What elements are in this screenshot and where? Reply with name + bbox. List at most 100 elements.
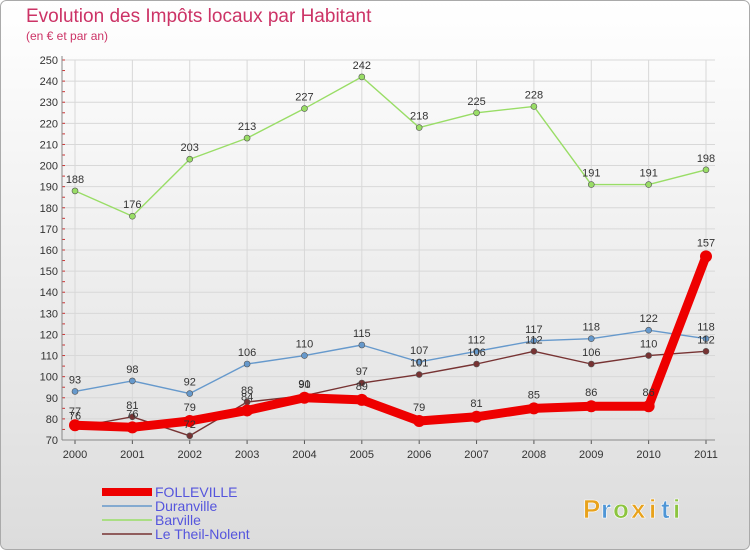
- data-point: [470, 410, 483, 423]
- data-label: 191: [582, 168, 600, 180]
- y-tick-label: 250: [40, 55, 58, 67]
- data-label: 218: [410, 111, 428, 123]
- data-point: [69, 419, 81, 432]
- data-label: 92: [184, 377, 196, 389]
- data-point: [129, 212, 136, 220]
- data-point: [585, 400, 598, 413]
- data-label: 81: [126, 400, 138, 412]
- y-tick-label: 230: [40, 97, 58, 109]
- data-point: [415, 371, 423, 378]
- data-label: 122: [639, 313, 657, 325]
- data-label: 85: [528, 389, 540, 401]
- data-label: 98: [126, 364, 138, 376]
- data-label: 118: [582, 322, 600, 334]
- data-label: 112: [697, 334, 715, 346]
- data-label: 106: [582, 347, 600, 359]
- data-label: 176: [123, 199, 141, 211]
- y-tick-label: 160: [40, 245, 58, 257]
- data-label: 79: [413, 402, 425, 414]
- data-label: 225: [467, 96, 485, 108]
- data-point: [415, 124, 423, 131]
- legend-label: Duranville: [155, 498, 217, 514]
- y-tick-label: 150: [40, 266, 58, 278]
- chart-subtitle: (en € et par an): [26, 29, 108, 43]
- x-tick-label: 2008: [522, 449, 546, 461]
- data-point: [702, 335, 710, 342]
- data-point: [587, 181, 595, 188]
- data-label: 198: [697, 153, 715, 165]
- data-label: 84: [241, 391, 253, 403]
- data-point: [413, 415, 426, 427]
- data-point: [530, 337, 538, 345]
- data-point: [298, 391, 311, 404]
- data-point: [355, 393, 368, 406]
- data-label: 76: [126, 408, 138, 420]
- data-label: 90: [298, 379, 310, 391]
- legend-label: Barville: [155, 512, 201, 528]
- y-tick-label: 240: [40, 76, 58, 88]
- data-point: [186, 432, 194, 440]
- series-line-le-theil-nolent: [74, 350, 707, 437]
- data-label: 89: [356, 381, 368, 393]
- data-point: [642, 400, 655, 413]
- data-label: 97: [356, 366, 368, 378]
- data-point: [700, 250, 712, 263]
- data-label: 213: [238, 121, 256, 133]
- data-label: 86: [585, 387, 597, 399]
- x-tick-label: 2009: [579, 449, 603, 461]
- legend-label: Le Theil-Nolent: [155, 526, 250, 542]
- data-label: 81: [470, 398, 482, 410]
- logo-letter: r: [601, 494, 611, 524]
- data-point: [358, 73, 366, 81]
- data-label: 227: [295, 92, 313, 104]
- y-tick-label: 170: [40, 224, 58, 236]
- data-label: 242: [353, 60, 371, 72]
- data-label: 72: [184, 419, 196, 431]
- data-point: [358, 341, 366, 349]
- logo-letter: i: [649, 494, 656, 524]
- series-line-duranville: [74, 329, 707, 395]
- data-label: 110: [296, 339, 314, 351]
- series-line-folleville: [70, 251, 711, 432]
- series-line-barville: [74, 76, 707, 217]
- data-point: [473, 360, 480, 368]
- chart-title: Evolution des Impôts locaux par Habitant: [26, 6, 372, 27]
- data-point: [358, 379, 366, 387]
- grid: [62, 59, 715, 441]
- data-label: 112: [468, 334, 486, 346]
- y-tick-label: 120: [40, 329, 58, 341]
- data-point: [126, 421, 139, 434]
- x-tick-label: 2010: [636, 449, 660, 461]
- data-label: 157: [697, 237, 715, 249]
- data-label: 86: [643, 387, 655, 399]
- logo-letter: x: [631, 494, 646, 524]
- data-point: [186, 155, 194, 163]
- series-layer: [69, 73, 712, 440]
- data-point: [702, 348, 710, 355]
- x-tick-label: 2006: [407, 449, 431, 461]
- data-point: [183, 415, 196, 427]
- data-label: 106: [238, 347, 256, 359]
- x-tick-label: 2002: [177, 449, 201, 461]
- data-label: 79: [184, 402, 196, 414]
- data-label: 106: [467, 347, 485, 359]
- x-tick-label: 2004: [292, 449, 316, 461]
- data-point: [415, 358, 423, 366]
- data-point: [587, 360, 595, 368]
- legend-label: FOLLEVILLE: [155, 484, 238, 500]
- data-point: [129, 377, 136, 385]
- data-label: 228: [525, 89, 543, 101]
- data-label: 191: [639, 168, 657, 180]
- logo-letter: o: [613, 494, 629, 524]
- data-point: [473, 348, 480, 355]
- data-point: [71, 388, 79, 395]
- data-point: [186, 390, 194, 397]
- logo-letter: i: [673, 494, 680, 524]
- data-label: 117: [525, 324, 543, 336]
- x-tick-label: 2001: [120, 449, 144, 461]
- data-point: [301, 352, 308, 359]
- data-point: [241, 404, 254, 417]
- data-point: [645, 352, 652, 359]
